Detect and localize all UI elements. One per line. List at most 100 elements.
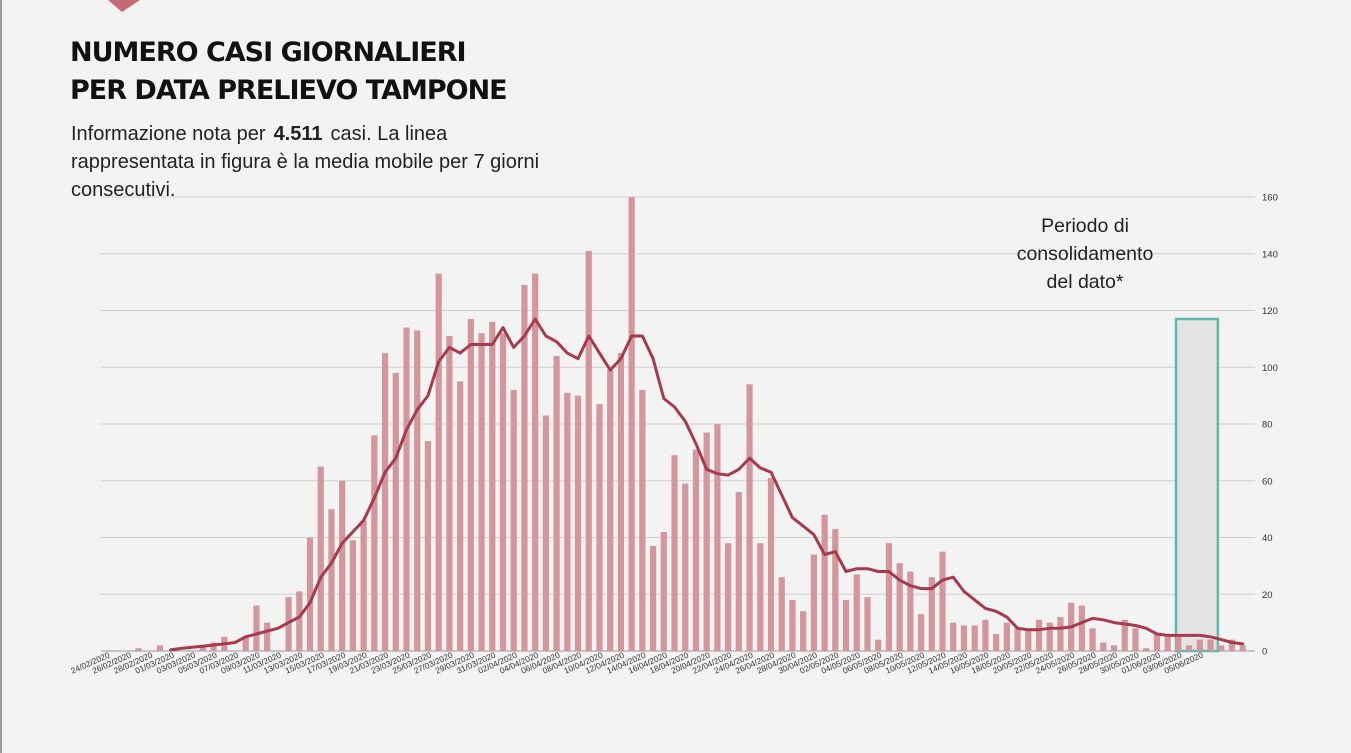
y-tick-label: 20	[1262, 590, 1273, 601]
daily-cases-bar	[757, 543, 764, 651]
daily-cases-bar	[971, 625, 978, 651]
daily-cases-bar	[521, 284, 528, 651]
daily-cases-bar	[907, 571, 914, 651]
daily-cases-bar	[703, 432, 710, 651]
daily-cases-bar	[574, 395, 582, 651]
daily-cases-bar	[156, 645, 164, 651]
daily-cases-bar	[1057, 616, 1064, 651]
daily-cases-bar	[714, 424, 721, 651]
daily-cases-bar	[585, 250, 592, 651]
daily-cases-bar	[510, 389, 517, 651]
daily-cases-bar	[1121, 619, 1128, 651]
daily-cases-bar	[328, 509, 335, 651]
daily-cases-bar	[1228, 639, 1236, 651]
daily-cases-bar	[832, 528, 839, 651]
daily-cases-bar	[1089, 628, 1096, 651]
daily-cases-bar	[1164, 636, 1171, 651]
y-tick-label: 160	[1262, 193, 1278, 204]
daily-cases-bar	[660, 531, 667, 651]
daily-cases-bar	[553, 355, 560, 651]
daily-cases-bar	[639, 389, 646, 651]
consolidation-layer	[1174, 317, 1220, 653]
daily-cases-bar	[628, 197, 635, 651]
daily-cases-bar	[842, 599, 850, 651]
daily-cases-bar	[821, 514, 828, 651]
daily-cases-bar	[982, 619, 989, 651]
daily-cases-bar	[1014, 628, 1021, 651]
consolidation-period-box	[1174, 317, 1220, 653]
y-tick-label: 140	[1262, 249, 1278, 260]
total-cases-value: 4.511	[273, 123, 323, 145]
daily-cases-bar	[210, 642, 217, 651]
y-tick-labels-layer: 0 20 40 60 80 100 120 140 160	[1262, 193, 1278, 658]
daily-cases-bar	[424, 441, 432, 651]
daily-cases-bar	[1218, 645, 1225, 651]
daily-cases-bar	[617, 353, 625, 651]
daily-cases-bar	[1175, 636, 1182, 651]
corner-decoration	[108, 0, 140, 12]
y-tick-label: 40	[1262, 533, 1273, 544]
daily-cases-bar	[349, 540, 357, 651]
daily-cases-bar	[725, 543, 732, 651]
moving-average-line	[169, 317, 1245, 652]
daily-cases-bar	[993, 633, 1000, 651]
daily-cases-bar	[853, 574, 860, 651]
daily-cases-bar	[778, 577, 785, 651]
daily-cases-bar	[810, 554, 817, 651]
daily-cases-bar	[917, 614, 925, 651]
daily-cases-bar	[296, 591, 303, 651]
daily-cases-bar	[960, 625, 968, 651]
subtitle-prefix: Informazione nota per	[71, 123, 266, 145]
daily-cases-bar	[875, 639, 882, 651]
daily-cases-bar	[339, 480, 346, 651]
daily-cases-bar	[135, 648, 142, 651]
daily-cases-bar	[735, 492, 742, 651]
daily-cases-bar	[1239, 645, 1246, 651]
daily-cases-bar	[1003, 622, 1010, 651]
daily-cases-bar	[928, 577, 935, 651]
daily-cases-bar	[371, 435, 378, 651]
daily-cases-bar	[1196, 639, 1203, 651]
y-tick-label: 80	[1262, 420, 1273, 431]
daily-cases-bar	[746, 384, 753, 651]
daily-cases-bar	[542, 415, 549, 651]
moving-average-layer	[169, 317, 1245, 652]
daily-cases-bar	[499, 333, 507, 651]
daily-cases-bar	[467, 319, 474, 651]
daily-cases-bar	[446, 336, 453, 651]
chart-title-line-1: NUMERO CASI GIORNALIERI	[70, 37, 467, 68]
daily-cases-bar	[489, 321, 496, 651]
daily-cases-bar	[435, 273, 442, 651]
daily-cases-bar	[885, 543, 893, 651]
daily-cases-bar	[1025, 628, 1032, 651]
daily-cases-bar	[1078, 605, 1085, 651]
consolidation-note-line-2: consolidamento	[1016, 243, 1154, 265]
subtitle-suffix: casi. La linea rappresentata in figura è…	[71, 123, 540, 201]
daily-cases-bar	[478, 333, 485, 651]
daily-cases-bar	[649, 546, 657, 651]
daily-cases-bar	[564, 392, 571, 651]
daily-cases-bar	[800, 611, 807, 651]
consolidation-note-line-3: del dato*	[1046, 271, 1124, 293]
daily-cases-bar	[242, 636, 249, 651]
daily-cases-bar	[381, 353, 389, 651]
consolidation-note-line-1: Periodo di	[1041, 215, 1129, 237]
y-tick-label: 0	[1262, 647, 1267, 658]
daily-cases-bar	[199, 645, 206, 651]
chart-title: NUMERO CASI GIORNALIERI PER DATA PRELIEV…	[70, 34, 508, 110]
daily-cases-bar	[1153, 633, 1161, 651]
daily-cases-bar	[360, 520, 367, 651]
daily-cases-bar	[950, 622, 957, 651]
y-tick-label: 60	[1262, 476, 1273, 487]
daily-cases-bar	[1035, 619, 1043, 651]
daily-cases-bar	[1143, 648, 1150, 651]
daily-cases-bar	[317, 466, 324, 651]
chart-title-line-2: PER DATA PRELIEVO TAMPONE	[70, 75, 508, 106]
daily-cases-bar	[264, 622, 271, 651]
daily-cases-bar	[864, 597, 871, 651]
consolidation-note: Periodo di consolidamento del dato*	[985, 212, 1185, 296]
daily-cases-bar	[306, 537, 314, 651]
daily-cases-bar	[1110, 645, 1118, 651]
daily-cases-bar	[1132, 628, 1139, 651]
